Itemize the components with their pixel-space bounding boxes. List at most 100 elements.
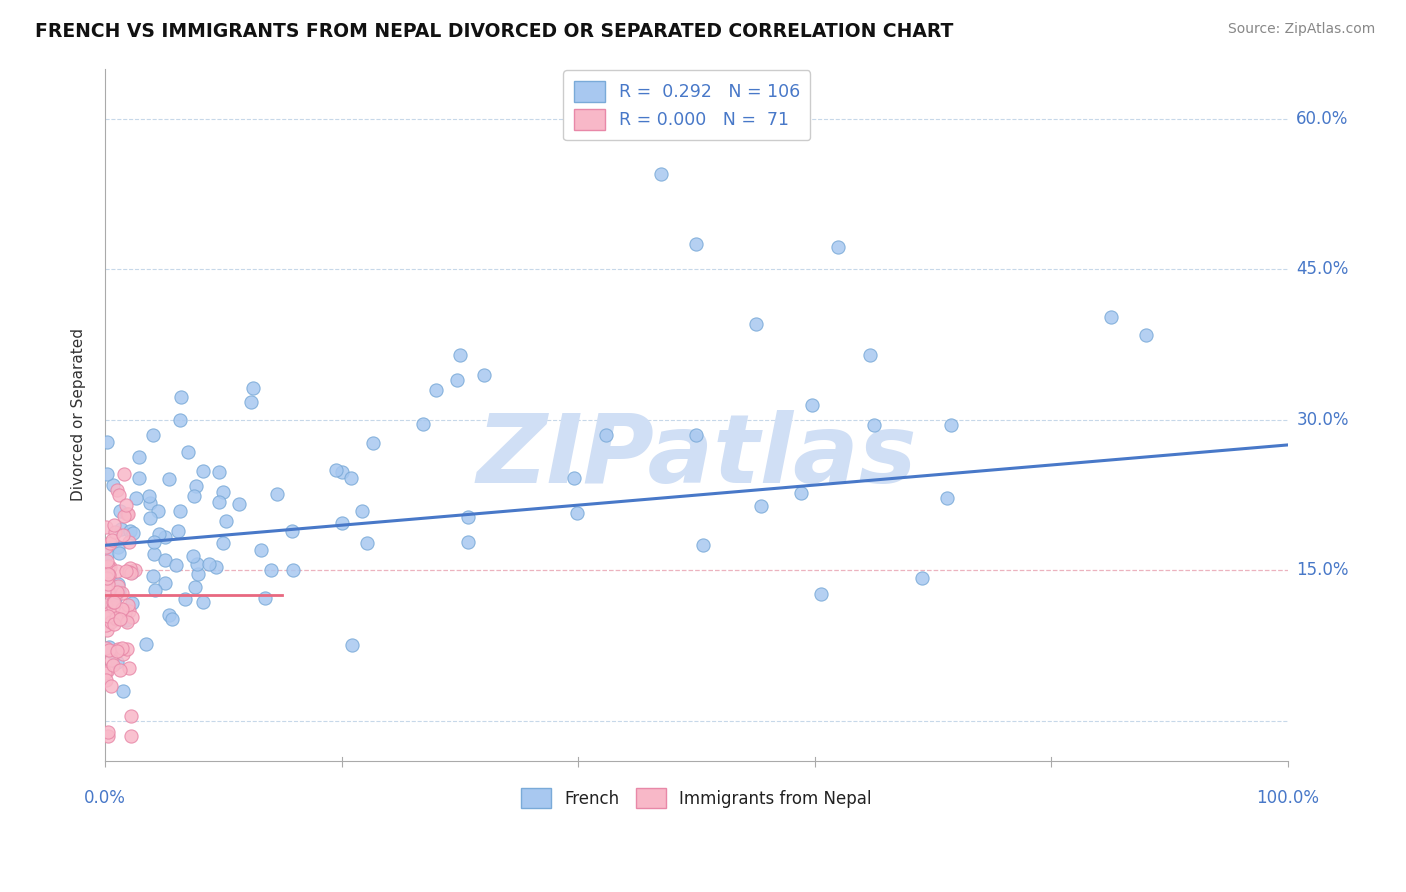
Point	[107, 565, 129, 579]
Point	[118, 661, 141, 675]
Point	[115, 613, 138, 627]
Point	[111, 586, 134, 600]
Point	[103, 595, 125, 609]
Point	[472, 368, 495, 382]
Point	[100, 615, 122, 629]
Point	[744, 318, 766, 332]
Point	[165, 558, 187, 572]
Text: Source: ZipAtlas.com: Source: ZipAtlas.com	[1227, 22, 1375, 37]
Point	[340, 638, 363, 652]
Point	[108, 663, 131, 677]
Point	[97, 566, 120, 581]
Point	[94, 520, 117, 534]
Point	[249, 542, 271, 557]
Point	[96, 665, 118, 679]
Point	[108, 488, 131, 502]
Point	[135, 637, 157, 651]
Point	[215, 514, 238, 528]
Point	[148, 526, 170, 541]
Point	[260, 563, 283, 577]
Point	[186, 478, 208, 492]
Point	[94, 598, 117, 612]
Point	[97, 609, 120, 624]
Point	[108, 546, 131, 560]
Point	[101, 657, 124, 672]
Point	[242, 381, 264, 395]
Point	[142, 535, 165, 549]
Point	[146, 504, 169, 518]
Point	[176, 445, 198, 459]
Point	[186, 557, 208, 571]
Point	[562, 470, 585, 484]
Point	[208, 465, 231, 479]
Point	[114, 564, 136, 578]
Point	[936, 491, 959, 505]
Point	[121, 596, 143, 610]
Text: ZIPatlas: ZIPatlas	[477, 409, 917, 503]
Point	[198, 557, 221, 571]
Point	[98, 567, 121, 582]
Point	[1099, 310, 1122, 325]
Point	[98, 536, 121, 550]
Point	[118, 534, 141, 549]
Point	[96, 571, 118, 585]
Point	[790, 486, 813, 500]
Text: 0.0%: 0.0%	[84, 789, 127, 807]
Point	[94, 540, 117, 554]
Point	[115, 498, 138, 512]
Point	[208, 495, 231, 509]
Point	[94, 618, 117, 632]
Point	[240, 395, 263, 409]
Text: 15.0%: 15.0%	[1296, 561, 1348, 580]
Point	[108, 504, 131, 518]
Point	[157, 472, 180, 486]
Point	[863, 417, 886, 432]
Point	[115, 507, 138, 521]
Point	[97, 724, 120, 739]
Point	[211, 536, 233, 550]
Point	[111, 683, 134, 698]
Point	[138, 496, 160, 510]
Text: 30.0%: 30.0%	[1296, 411, 1348, 429]
Point	[96, 640, 118, 655]
Point	[142, 568, 165, 582]
Point	[125, 491, 148, 506]
Point	[183, 580, 205, 594]
Point	[160, 612, 183, 626]
Point	[281, 524, 304, 538]
Point	[105, 611, 128, 625]
Point	[155, 575, 177, 590]
Point	[356, 536, 378, 550]
Point	[412, 417, 434, 432]
Point	[114, 605, 136, 619]
Point	[97, 640, 120, 655]
Point	[191, 595, 214, 609]
Point	[96, 624, 118, 638]
Point	[100, 533, 122, 547]
Point	[98, 607, 121, 621]
Point	[115, 641, 138, 656]
Point	[110, 640, 132, 655]
Point	[107, 641, 129, 656]
Point	[111, 648, 134, 662]
Point	[253, 591, 276, 606]
Point	[1135, 327, 1157, 342]
Point	[939, 417, 962, 432]
Point	[169, 503, 191, 517]
Point	[457, 509, 479, 524]
Point	[187, 567, 209, 582]
Point	[595, 427, 617, 442]
Point	[105, 643, 128, 657]
Point	[565, 506, 588, 520]
Point	[96, 554, 118, 568]
Point	[112, 508, 135, 523]
Point	[124, 563, 146, 577]
Point	[128, 471, 150, 485]
Text: FRENCH VS IMMIGRANTS FROM NEPAL DIVORCED OR SEPARATED CORRELATION CHART: FRENCH VS IMMIGRANTS FROM NEPAL DIVORCED…	[35, 22, 953, 41]
Y-axis label: Divorced or Separated: Divorced or Separated	[72, 328, 86, 501]
Point	[103, 518, 125, 533]
Point	[266, 487, 288, 501]
Point	[108, 612, 131, 626]
Point	[143, 583, 166, 598]
Point	[120, 709, 142, 723]
